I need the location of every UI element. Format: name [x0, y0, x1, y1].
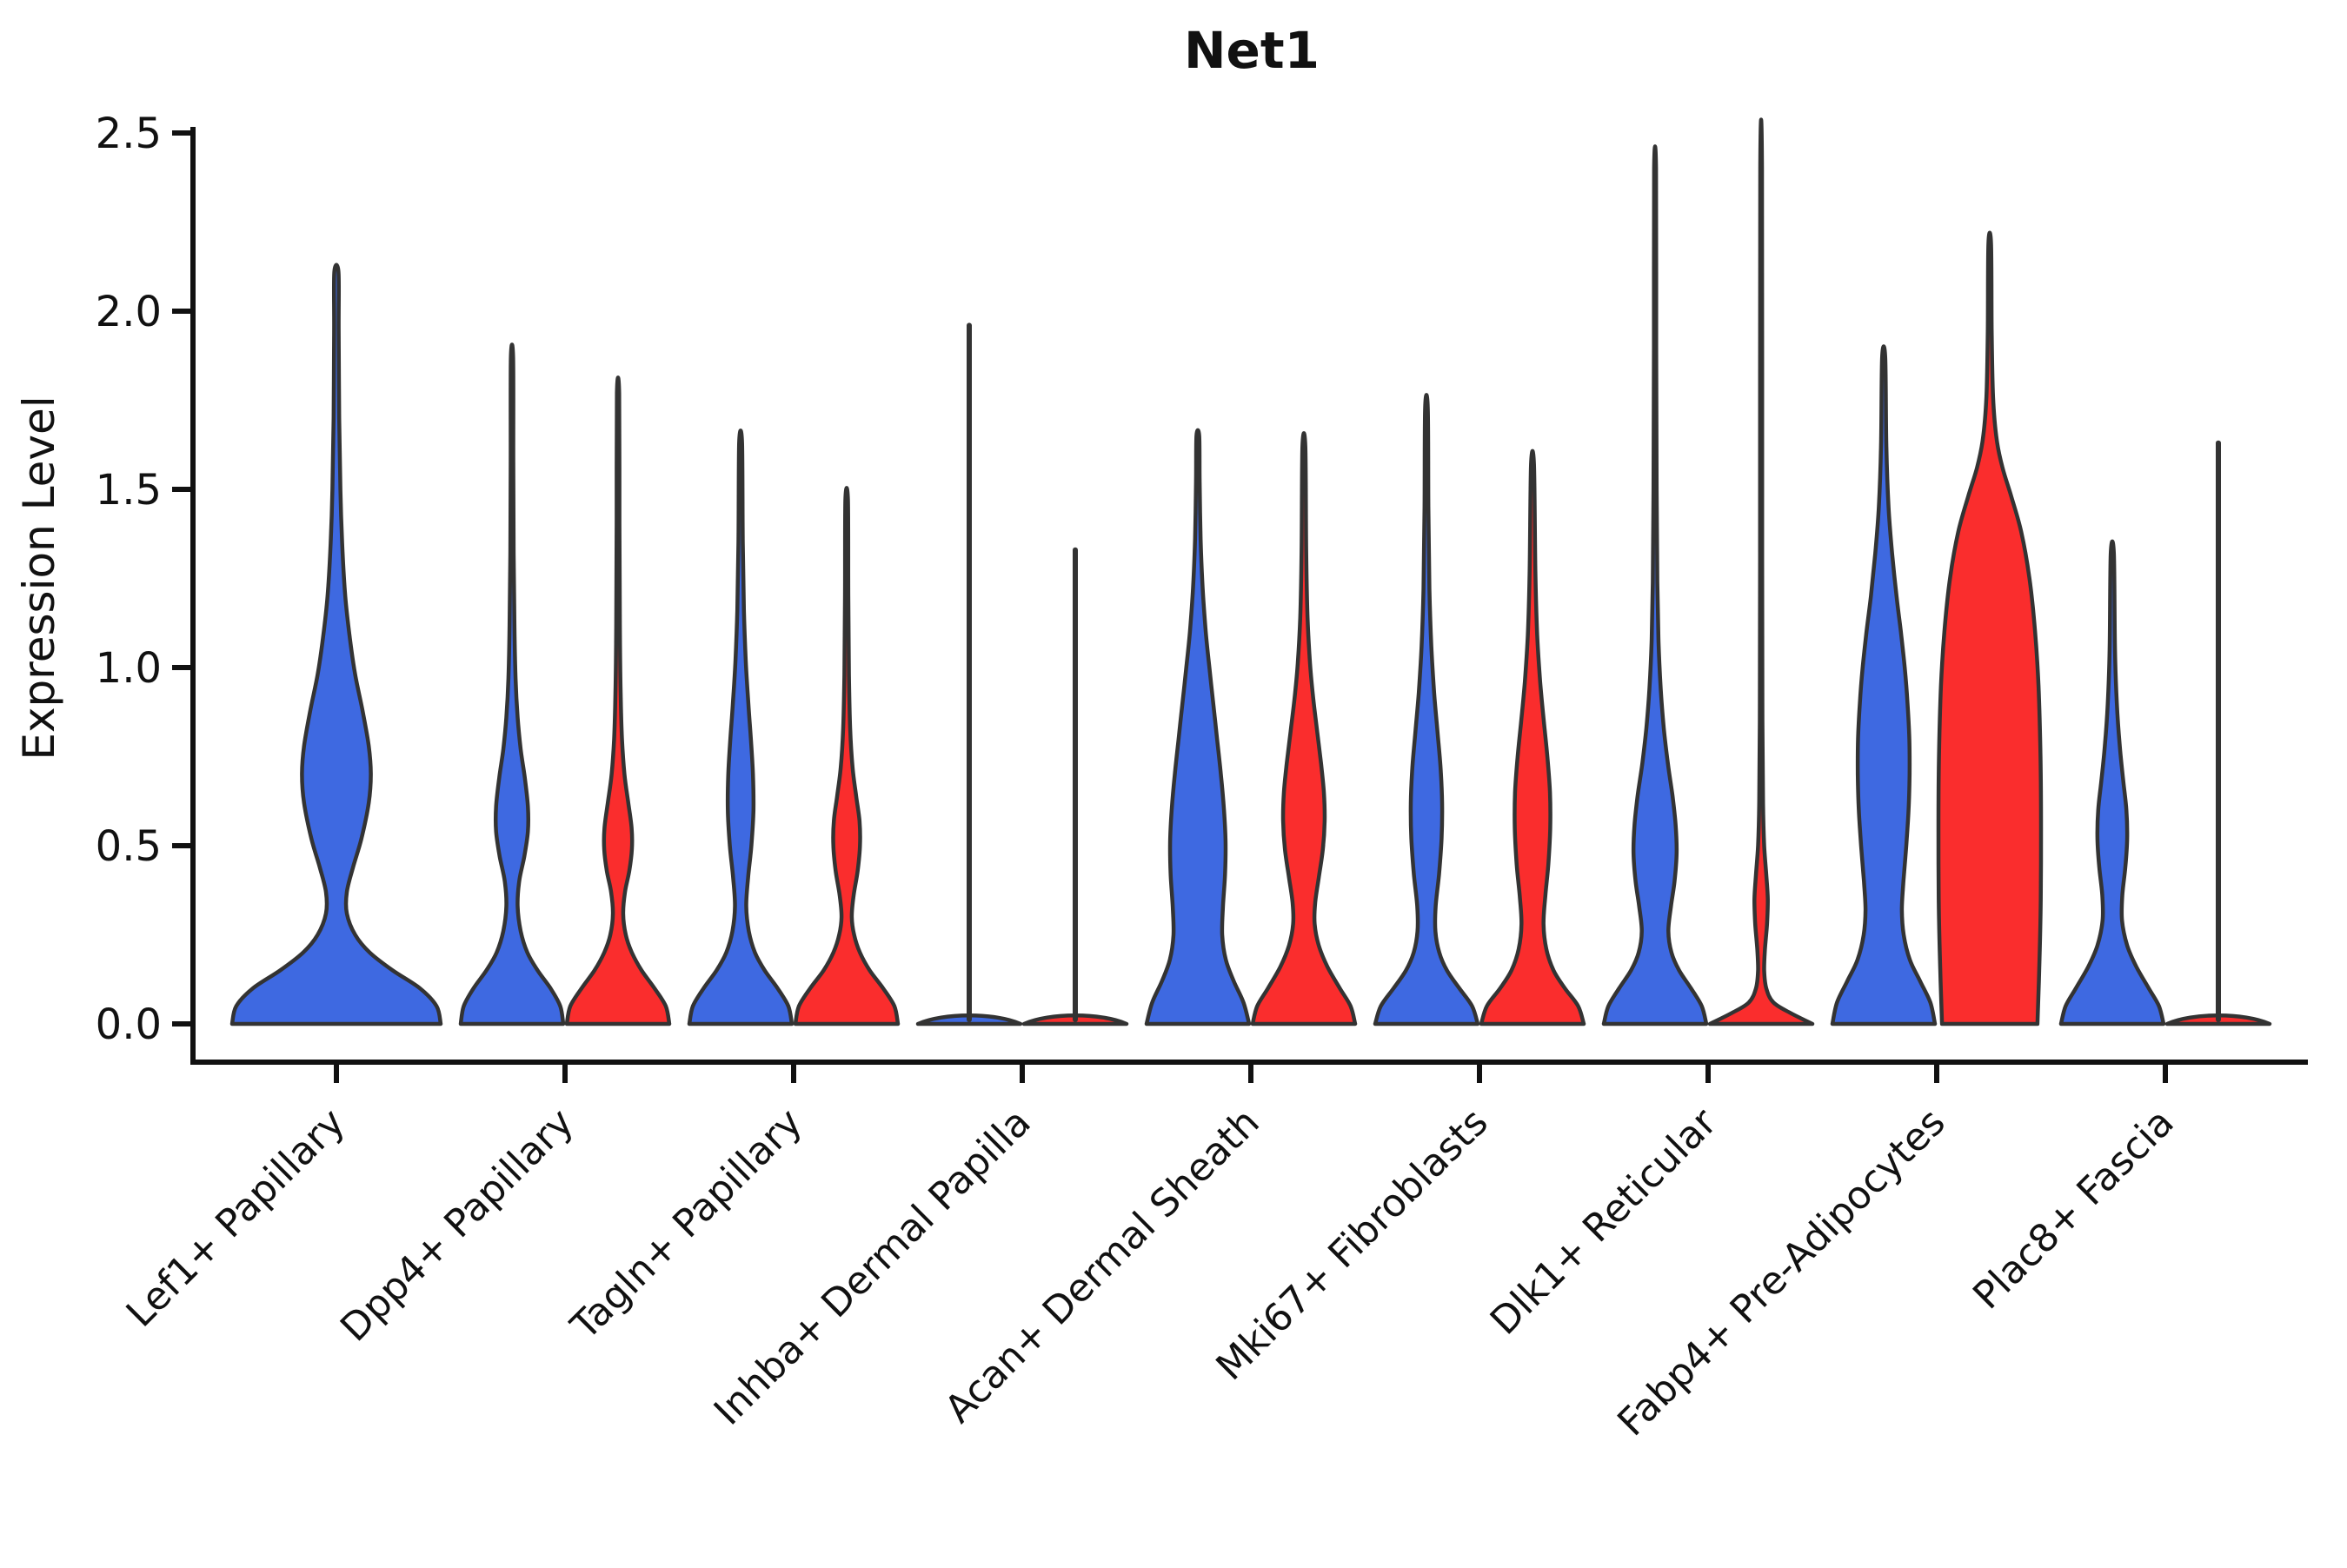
y-axis-label: Expression Level: [14, 395, 64, 760]
x-tick-label: Plac8+ Fascia: [1965, 1100, 2183, 1319]
y-tick-label: 1.5: [96, 466, 162, 515]
violin-red-Mki67+ Fibroblasts: [1479, 448, 1586, 1027]
y-tick-label: 0.0: [96, 1000, 162, 1049]
y-tick-label: 1.0: [96, 644, 162, 693]
y-tick-label: 0.5: [96, 822, 162, 871]
x-tick-label: Tagln+ Papillary: [562, 1100, 811, 1349]
violin-red-Dlk1+ Reticular: [1707, 117, 1815, 1027]
violin-red-Dpp4+ Papillary: [564, 375, 672, 1027]
violin-blue-Dlk1+ Reticular: [1601, 144, 1709, 1027]
x-tick-label: Dlk1+ Reticular: [1482, 1100, 1726, 1344]
violin-blue-Dpp4+ Papillary: [458, 342, 566, 1027]
violin-blue-Lef1+ Papillary: [229, 262, 443, 1027]
violin-red-Acan+ Dermal Sheath: [1250, 431, 1358, 1027]
x-tick-label: Lef1+ Papillary: [118, 1100, 354, 1336]
violin-red-Fabp4+ Pre-Adipocytes: [1936, 230, 2044, 1027]
violin-blue-Mki67+ Fibroblasts: [1373, 393, 1480, 1027]
violin-blue-Acan+ Dermal Sheath: [1144, 428, 1252, 1027]
violin-blue-Plac8+ Fascia: [2058, 539, 2166, 1027]
chart-title: Net1: [1184, 21, 1320, 80]
y-tick-label: 2.0: [96, 288, 162, 336]
x-tick-label: Dpp4+ Papillary: [332, 1100, 582, 1351]
y-tick-label: 2.5: [96, 110, 162, 158]
violin-blue-Fabp4+ Pre-Adipocytes: [1830, 344, 1938, 1027]
violin-red-Tagln+ Papillary: [793, 486, 901, 1027]
violin-blue-Tagln+ Papillary: [687, 429, 795, 1027]
